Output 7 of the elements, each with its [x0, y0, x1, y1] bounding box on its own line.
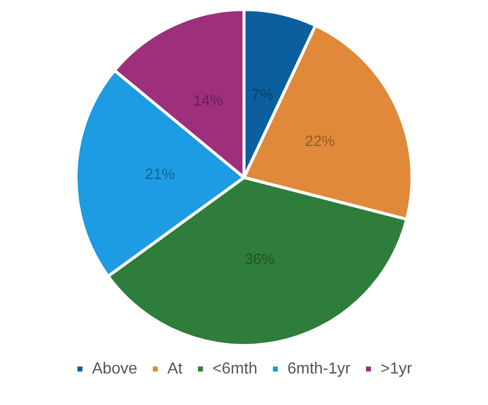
legend-label: <6mth — [212, 360, 258, 378]
legend-label: Above — [92, 360, 138, 378]
legend-label: At — [167, 360, 183, 378]
legend-label: 6mth-1yr — [287, 360, 352, 378]
data-label: 22% — [304, 132, 336, 150]
legend-label: >1yr — [380, 360, 413, 378]
data-label: 21% — [145, 166, 176, 183]
